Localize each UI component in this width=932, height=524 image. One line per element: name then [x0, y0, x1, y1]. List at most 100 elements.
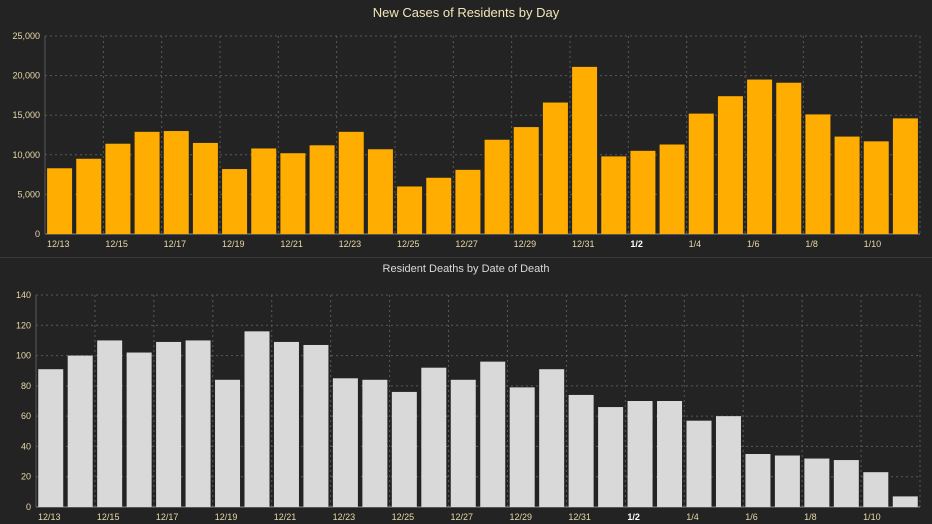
bar-1-10	[863, 141, 889, 234]
bar-12-18	[185, 340, 211, 507]
bar-1-1	[601, 156, 627, 234]
bar-12-29	[513, 127, 539, 234]
y-tick-label: 20	[21, 472, 31, 482]
x-tick-label: 1/2	[630, 239, 643, 249]
bar-12-13	[38, 369, 64, 507]
x-tick-label: 12/29	[514, 239, 537, 249]
bar-12-15	[105, 143, 131, 234]
bar-12-17	[156, 341, 182, 507]
bar-12-22	[309, 145, 335, 234]
bar-1-10	[863, 472, 889, 507]
bar-1-4	[688, 113, 714, 234]
new-cases-chart: New Cases of Residents by Day 0 5,000 10,0…	[12, 5, 921, 249]
x-tick-label: 12/27	[455, 239, 478, 249]
bar-12-19	[222, 169, 248, 234]
bar-12-29	[509, 387, 535, 507]
x-tick-label: 12/31	[572, 239, 595, 249]
y-tick-label: 5,000	[17, 189, 40, 199]
bar-12-31	[572, 66, 598, 234]
bar-1-9	[834, 136, 860, 234]
x-tick-label: 1/6	[745, 512, 758, 522]
y-tick-label: 0	[35, 229, 40, 239]
y-tick-label: 0	[26, 502, 31, 512]
y-tick-label: 10,000	[12, 150, 40, 160]
x-tick-label: 1/10	[864, 239, 882, 249]
bar-1-4	[686, 420, 712, 507]
x-tick-label: 12/19	[222, 239, 245, 249]
y-tick-label: 40	[21, 441, 31, 451]
x-tick-label: 12/31	[568, 512, 591, 522]
x-tick-label: 12/23	[339, 239, 362, 249]
bar-1-6	[747, 79, 773, 234]
bar-12-14	[76, 158, 102, 234]
chart-title: Resident Deaths by Date of Death	[383, 263, 550, 275]
bar-12-14	[67, 355, 93, 507]
x-tick-label: 1/4	[689, 239, 702, 249]
bar-12-30	[542, 102, 568, 234]
bar-12-30	[539, 369, 565, 507]
x-tick-label: 12/25	[397, 239, 420, 249]
y-tick-label: 140	[16, 290, 31, 300]
x-tick-label: 1/10	[863, 512, 881, 522]
bar-1-1	[598, 407, 624, 507]
x-tick-label: 12/15	[105, 239, 128, 249]
x-tick-label: 1/4	[686, 512, 699, 522]
bar-12-28	[484, 139, 510, 234]
bar-12-24	[367, 149, 393, 234]
deaths-chart: Resident Deaths by Date of Death 0 20 40 60…	[16, 263, 921, 522]
bar-12-27	[450, 379, 476, 507]
bar-12-26	[426, 177, 452, 234]
bar-12-21	[280, 153, 306, 234]
bar-12-15	[97, 340, 123, 507]
bar-1-7	[776, 82, 802, 234]
chart-title: New Cases of Residents by Day	[373, 5, 560, 20]
x-tick-label: 1/6	[747, 239, 760, 249]
x-tick-label: 12/23	[333, 512, 356, 522]
bar-1-11	[892, 118, 918, 234]
bar-12-26	[421, 367, 447, 507]
bar-1-5	[717, 96, 743, 234]
bar-12-16	[134, 131, 160, 234]
bar-1-2	[630, 150, 656, 234]
bar-12-31	[568, 394, 594, 507]
bar-1-7	[774, 455, 800, 507]
x-tick-label: 12/21	[274, 512, 297, 522]
x-tick-label: 12/27	[451, 512, 474, 522]
y-tick-label: 80	[21, 381, 31, 391]
bar-12-13	[47, 168, 73, 234]
x-tick-label: 12/17	[164, 239, 187, 249]
x-tick-label: 12/29	[509, 512, 532, 522]
y-tick-label: 15,000	[12, 110, 40, 120]
bar-12-25	[397, 186, 423, 234]
bar-12-24	[362, 379, 388, 507]
x-tick-label: 12/25	[392, 512, 415, 522]
bar-1-2	[627, 401, 653, 507]
bar-1-3	[657, 401, 683, 507]
bar-12-19	[215, 379, 241, 507]
bar-12-27	[455, 169, 481, 234]
x-tick-label: 12/21	[280, 239, 303, 249]
y-tick-label: 120	[16, 320, 31, 330]
y-tick-label: 100	[16, 351, 31, 361]
x-tick-label: 12/15	[97, 512, 120, 522]
bar-12-17	[163, 131, 189, 234]
bar-1-9	[833, 460, 859, 507]
x-tick-label: 12/19	[215, 512, 238, 522]
bar-12-22	[303, 344, 329, 507]
bar-12-23	[338, 131, 364, 234]
x-tick-label: 12/13	[38, 512, 61, 522]
x-tick-label: 1/8	[804, 512, 817, 522]
y-tick-label: 60	[21, 411, 31, 421]
bar-12-21	[273, 341, 299, 507]
bar-1-8	[804, 458, 830, 507]
bar-12-23	[332, 378, 358, 507]
x-tick-label: 12/17	[156, 512, 179, 522]
y-tick-label: 25,000	[12, 31, 40, 41]
x-tick-label: 12/13	[47, 239, 70, 249]
y-tick-label: 20,000	[12, 71, 40, 81]
x-tick-label: 1/2	[627, 512, 640, 522]
bar-12-25	[391, 391, 417, 507]
bar-12-20	[244, 331, 270, 507]
bar-12-20	[251, 148, 277, 234]
